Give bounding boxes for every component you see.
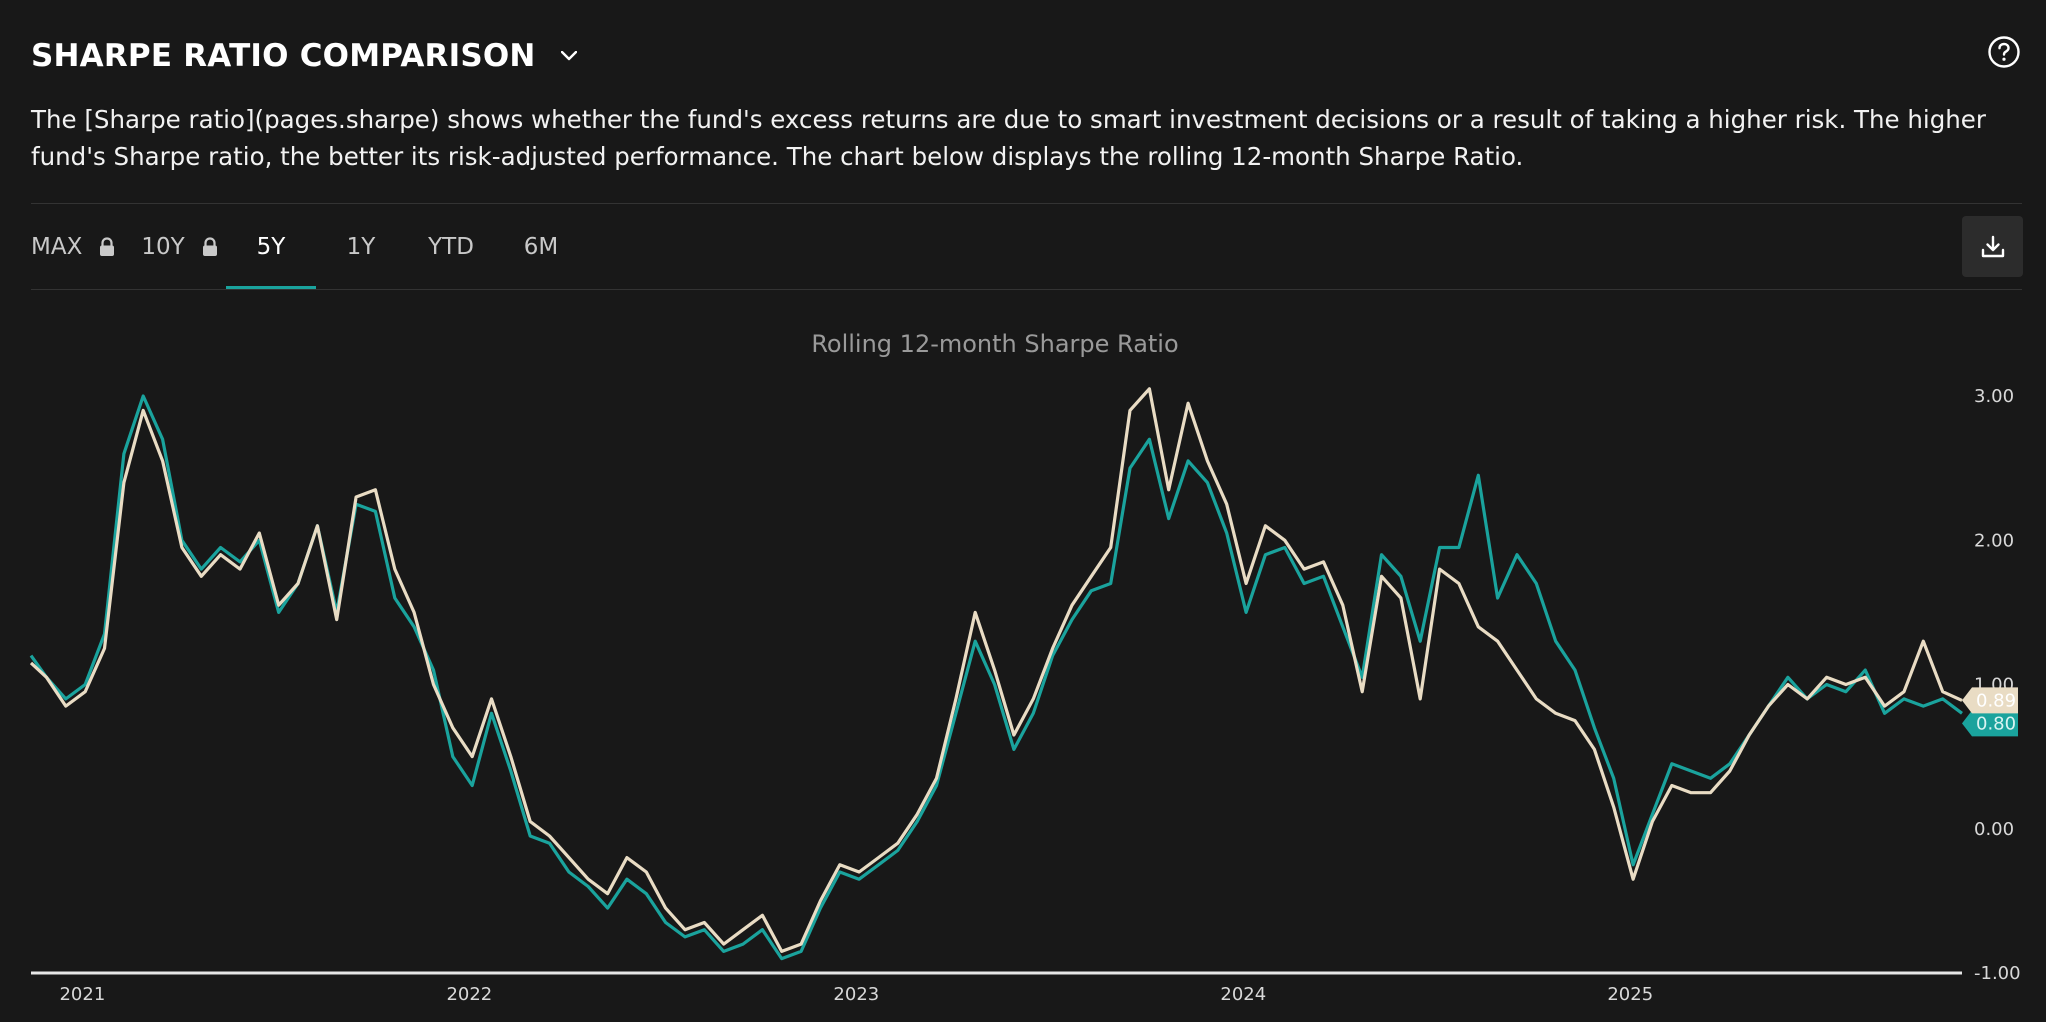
chart-title: Rolling 12-month Sharpe Ratio [811,330,1179,358]
x-tick-label: 2021 [59,984,105,1005]
chart-description: The [Sharpe ratio](pages.sharpe) shows w… [31,105,1986,171]
tab-label: 10Y [141,234,185,260]
tab-max[interactable]: MAX [31,204,135,290]
page-title: SHARPE RATIO COMPARISON [31,38,536,74]
tab-label: 6M [523,234,559,260]
tab-label: 1Y [346,234,376,260]
y-tick-label: -1.00 [1974,963,2021,984]
x-tick-label: 2024 [1220,984,1266,1005]
tab-5y[interactable]: 5Y [226,204,316,290]
divider-top [31,203,2022,204]
x-tick-label: 2025 [1607,984,1653,1005]
lock-icon [98,237,116,257]
tab-10y[interactable]: 10Y [135,204,225,290]
last-value-flag-bg [1962,710,2018,737]
lock-icon [201,237,219,257]
y-tick-label: 0.00 [1974,819,2014,840]
tab-6m[interactable]: 6M [496,204,586,290]
download-icon [1981,235,2004,257]
tab-label: MAX [31,234,83,260]
x-tick-label: 2022 [446,984,492,1005]
y-tick-label: 3.00 [1974,386,2014,407]
tab-1y[interactable]: 1Y [316,204,406,290]
last-value-flag-bg [1962,687,2018,714]
tab-label: 5Y [256,234,286,260]
last-value-flag-2: 0.89 [1962,687,2018,714]
tab-ytd[interactable]: YTD [406,204,496,290]
tab-label: YTD [428,234,474,260]
title-row: SHARPE RATIO COMPARISON [31,36,580,76]
help-icon[interactable] [1987,35,2021,69]
series-line-2 [29,387,1963,953]
period-tabs: MAX 10Y 5Y 1Y YTD 6M [31,204,586,290]
chevron-down-icon[interactable] [558,45,580,67]
divider-bottom [31,289,2022,290]
last-value-label: 0.80 [1976,713,2016,734]
last-value-label: 0.89 [1976,690,2016,711]
x-tick-label: 2023 [833,984,879,1005]
last-value-flag-1: 0.80 [1962,710,2018,737]
y-tick-label: 2.00 [1974,530,2014,551]
download-button[interactable] [1962,216,2023,277]
